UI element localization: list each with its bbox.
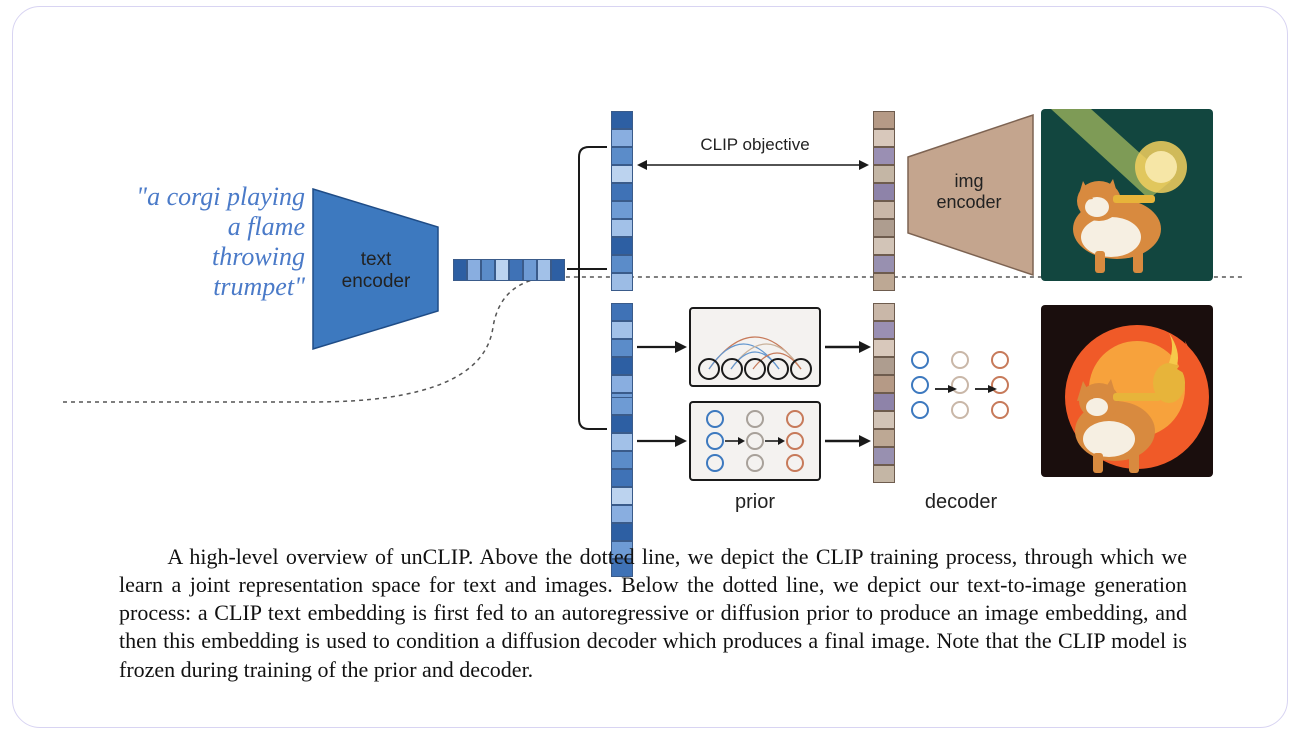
text-encoder-label: text encoder: [329, 249, 423, 293]
image-embedding-bottom: [873, 303, 895, 483]
clip-objective-label: CLIP objective: [675, 135, 835, 155]
arrow-to-prior-2: [637, 433, 687, 449]
text-embedding-horizontal: [453, 259, 565, 281]
caption-text: A high-level overview of unCLIP. Above t…: [119, 544, 1187, 682]
figure-card: "a corgi playing a flame throwing trumpe…: [12, 6, 1288, 728]
figure-caption: A high-level overview of unCLIP. Above t…: [119, 543, 1187, 684]
arrow-to-prior-1: [637, 339, 687, 355]
unclip-diagram: "a corgi playing a flame throwing trumpe…: [13, 7, 1289, 527]
prompt-text: "a corgi playing a flame throwing trumpe…: [135, 182, 305, 302]
decoder-label: decoder: [891, 491, 1031, 514]
training-image: [1041, 109, 1213, 281]
decoder-arrow-1: [935, 383, 957, 395]
text-embedding-top: [611, 111, 633, 291]
prior-autoregressive-box: [689, 401, 821, 481]
img-encoder-label: img encoder: [929, 171, 1009, 212]
prior-diffusion-box: [689, 307, 821, 387]
clip-objective-arrow: [637, 155, 869, 175]
split-bracket: [567, 117, 617, 437]
image-embedding-top: [873, 111, 895, 291]
generated-image: [1041, 305, 1213, 477]
arrow-prior2-out: [825, 433, 871, 449]
arrow-prior1-out: [825, 339, 871, 355]
prior-label: prior: [705, 491, 805, 514]
decoder-arrow-2: [975, 383, 997, 395]
